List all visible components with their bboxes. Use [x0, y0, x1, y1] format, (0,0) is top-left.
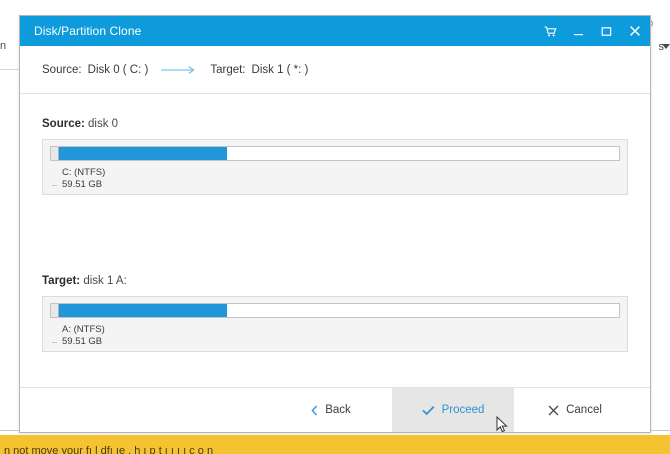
target-partition-size: 59.51 GB — [62, 335, 103, 347]
source-disk-panel[interactable]: .. C: (NTFS) 59.51 GB — [42, 139, 628, 195]
target-heading-value: disk 1 A: — [83, 275, 127, 287]
breadcrumb-target-label: Target: — [210, 63, 246, 76]
breadcrumb-target-value: Disk 1 ( *: ) — [251, 63, 309, 76]
breadcrumb-source-value: Disk 0 ( C: ) — [87, 63, 149, 76]
source-primary-partition[interactable] — [59, 147, 227, 160]
proceed-button-label: Proceed — [441, 404, 485, 416]
minimize-button[interactable] — [571, 26, 586, 37]
dialog-titlebar[interactable]: Disk/Partition Clone — [20, 16, 650, 46]
target-primary-partition[interactable] — [59, 304, 227, 317]
notification-strip: n not move your fı l dfı ıe , h ı p t ı … — [0, 435, 670, 454]
proceed-button[interactable]: Proceed — [392, 388, 514, 432]
source-heading-value: disk 0 — [88, 118, 119, 130]
target-partition-label: A: (NTFS) — [62, 324, 105, 335]
source-heading-label: Source: — [42, 118, 85, 130]
chevron-left-icon — [311, 404, 318, 416]
target-heading-label: Target: — [42, 275, 81, 287]
notification-text: n not move your fı l dfı ıe , h ı p t ı … — [4, 445, 214, 454]
long-arrow-right-icon — [160, 65, 198, 75]
breadcrumb-source-label: Source: — [42, 63, 82, 76]
target-unallocated-space[interactable] — [226, 304, 619, 317]
section-spacer — [42, 195, 628, 251]
dialog-footer: Back Proceed Cancel — [20, 387, 650, 432]
check-icon — [421, 405, 435, 416]
cancel-button[interactable]: Cancel — [514, 388, 636, 432]
target-partition-labels: .. A: (NTFS) 59.51 GB — [52, 324, 620, 347]
cancel-button-label: Cancel — [566, 404, 602, 416]
maximize-button[interactable] — [599, 26, 614, 37]
cart-icon[interactable] — [543, 25, 558, 37]
close-x-icon — [548, 405, 559, 416]
back-button-label: Back — [325, 404, 351, 416]
dialog-title: Disk/Partition Clone — [34, 24, 142, 38]
target-tick-mark: .. — [52, 335, 58, 346]
source-partition-size: 59.51 GB — [62, 178, 103, 190]
target-disk-panel[interactable]: .. A: (NTFS) 59.51 GB — [42, 296, 628, 352]
background-left-text: n — [0, 40, 7, 52]
back-button[interactable]: Back — [270, 388, 392, 432]
close-button[interactable] — [627, 25, 642, 37]
source-system-partition[interactable] — [51, 147, 59, 160]
background-right-text: s — [658, 41, 665, 53]
window-controls — [543, 16, 642, 46]
disk-partition-clone-dialog: Disk/Partition Clone Source: Disk 0 ( — [19, 15, 651, 433]
source-tick-mark: .. — [52, 178, 58, 189]
target-heading: Target: disk 1 A: — [42, 275, 628, 287]
source-disk-track[interactable] — [50, 146, 620, 161]
background-left-divider — [0, 69, 22, 70]
chevron-down-icon[interactable] — [662, 44, 670, 49]
breadcrumb: Source: Disk 0 ( C: ) Target: Disk 1 ( *… — [20, 46, 650, 94]
dialog-body: Source: disk 0 .. C: (NTFS) 59.51 GB Tar… — [20, 94, 650, 387]
source-partition-labels: .. C: (NTFS) 59.51 GB — [52, 167, 620, 190]
source-heading: Source: disk 0 — [42, 118, 628, 130]
target-system-partition[interactable] — [51, 304, 59, 317]
target-disk-track[interactable] — [50, 303, 620, 318]
source-partition-label: C: (NTFS) — [62, 167, 106, 178]
source-unallocated-space[interactable] — [226, 147, 619, 160]
